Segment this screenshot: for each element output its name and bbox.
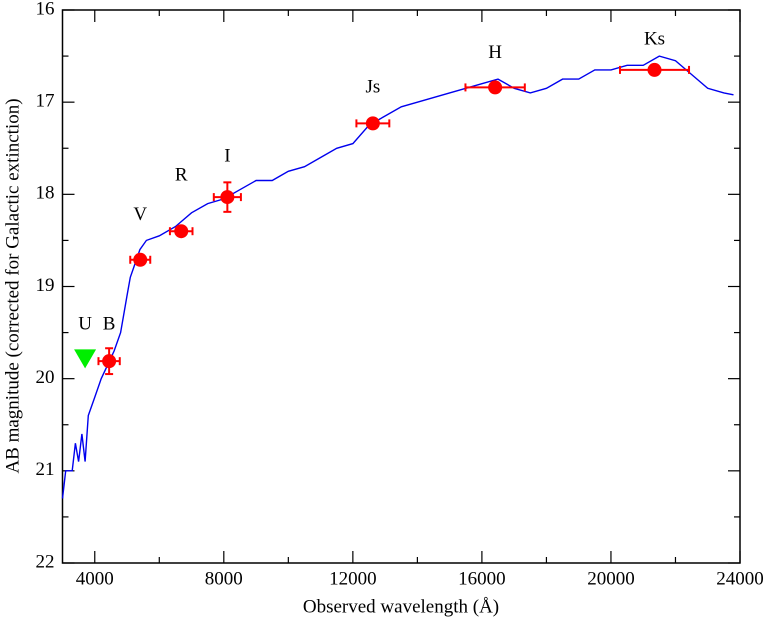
data-point (102, 354, 117, 369)
x-tick-label: 4000 (76, 568, 114, 589)
data-point (488, 80, 503, 95)
data-point (365, 116, 380, 131)
y-tick-label: 22 (36, 551, 55, 572)
band-label: Js (365, 77, 380, 98)
x-tick-label: 12000 (329, 568, 377, 589)
x-tick-label: 20000 (587, 568, 635, 589)
x-tick-label: 8000 (205, 568, 243, 589)
band-label: H (488, 42, 502, 63)
data-point (133, 252, 148, 267)
band-label: I (224, 145, 230, 166)
y-tick-label: 20 (36, 367, 55, 388)
y-tick-label: 16 (36, 0, 55, 19)
y-tick-label: 18 (36, 183, 55, 204)
data-point (647, 62, 662, 77)
upper-limit-marker (74, 349, 97, 369)
y-tick-label: 17 (36, 91, 55, 112)
y-tick-label: 19 (36, 275, 55, 296)
y-tick-label: 21 (36, 459, 55, 480)
x-axis-label: Observed wavelength (Å) (303, 596, 499, 617)
x-tick-label: 24000 (716, 568, 764, 589)
band-label: B (103, 314, 116, 335)
data-point (220, 190, 235, 205)
band-label: V (133, 204, 147, 225)
y-axis-label: AB magnitude (corrected for Galactic ext… (2, 98, 23, 473)
band-label: R (175, 165, 188, 186)
x-tick-label: 16000 (458, 568, 506, 589)
spectrum-line (61, 55, 734, 499)
data-point (174, 224, 189, 239)
band-label: U (78, 314, 92, 335)
plot-frame (61, 9, 741, 564)
band-label: Ks (644, 28, 665, 49)
